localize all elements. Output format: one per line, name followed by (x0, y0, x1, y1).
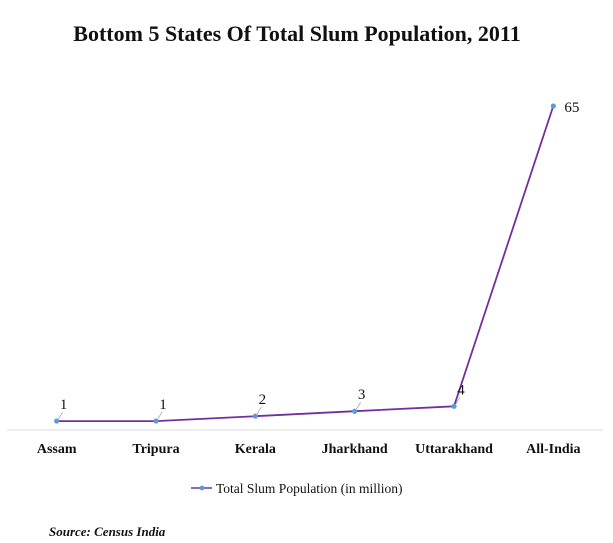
x-tick-label-all-india: All-India (526, 442, 580, 457)
leader-line-kerala (255, 406, 262, 416)
leader-line-jharkhand (355, 402, 362, 411)
x-tick-label-assam: Assam (37, 442, 77, 457)
leader-line-uttarakhand (454, 397, 461, 406)
data-point-all-india (550, 103, 556, 109)
data-label-jharkhand: 3 (358, 387, 366, 403)
x-tick-label-kerala: Kerala (235, 442, 276, 457)
data-label-uttarakhand: 4 (457, 382, 465, 398)
leader-line-assam (57, 411, 64, 421)
source-note: Source: Census India (49, 524, 166, 539)
plot-area: Assam Tripura Kerala Jharkhand Uttarakhand Al… (7, 100, 603, 457)
data-label-all-india: 65 (564, 100, 579, 116)
legend-marker (199, 485, 205, 491)
leader-line-tripura (156, 411, 163, 421)
legend: Total Slum Population (in million) (191, 481, 403, 496)
legend-label: Total Slum Population (in million) (216, 481, 403, 496)
x-tick-label-uttarakhand: Uttarakhand (415, 442, 493, 457)
chart-title: Bottom 5 States Of Total Slum Population… (73, 21, 520, 46)
x-tick-label-tripura: Tripura (132, 442, 179, 457)
series-line (56, 105, 555, 423)
data-label-kerala: 2 (259, 392, 267, 408)
data-label-assam: 1 (60, 397, 68, 413)
data-label-tripura: 1 (159, 397, 167, 413)
x-tick-label-jharkhand: Jharkhand (322, 442, 388, 457)
